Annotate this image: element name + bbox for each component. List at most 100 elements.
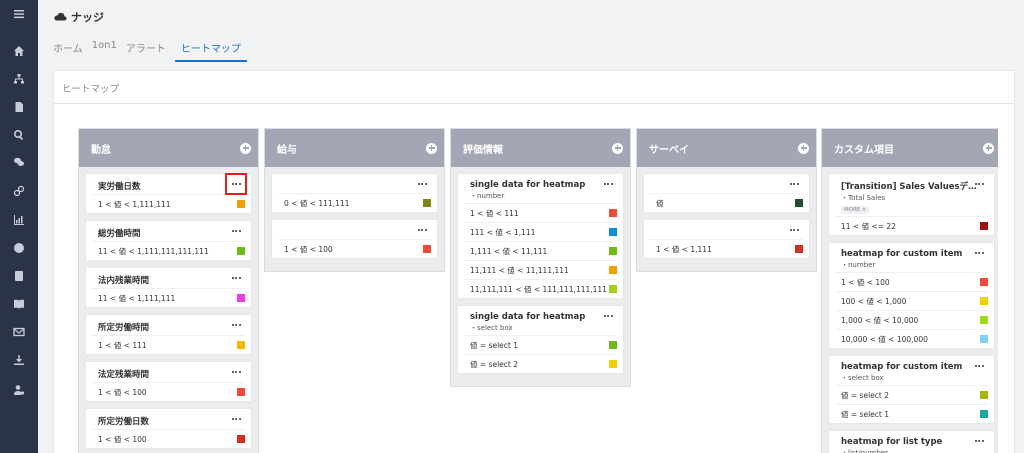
id-card-icon[interactable] xyxy=(11,268,27,284)
more-options-icon[interactable] xyxy=(229,273,243,283)
color-swatch[interactable] xyxy=(980,410,988,418)
legend-row: 1 < 値 < 1,111,111 xyxy=(92,194,245,213)
top-bar xyxy=(38,0,1024,32)
color-swatch[interactable] xyxy=(237,435,245,443)
color-swatch[interactable] xyxy=(423,199,431,207)
color-swatch[interactable] xyxy=(980,316,988,324)
color-swatch[interactable] xyxy=(795,245,803,253)
range-label: 値 = select 1 xyxy=(470,340,518,350)
color-swatch[interactable] xyxy=(237,341,245,349)
color-swatch[interactable] xyxy=(609,360,617,368)
more-options-icon[interactable] xyxy=(972,361,986,371)
color-swatch[interactable] xyxy=(609,266,617,274)
column-body: single data for heatmap ・number 1 < 値 < 11… xyxy=(451,167,630,386)
card-header: single data for heatmap ・select box xyxy=(464,306,617,335)
more-options-icon[interactable] xyxy=(229,414,243,424)
range-label: 10,000 < 値 < 100,000 xyxy=(841,334,928,344)
add-item-icon[interactable] xyxy=(612,142,623,154)
heatmap-card: 所定労働時間 1 < 値 < 111 xyxy=(85,314,252,355)
org-chart-icon[interactable] xyxy=(11,71,27,87)
tab-2[interactable]: アラート xyxy=(125,44,166,55)
document-icon[interactable] xyxy=(11,99,27,115)
legend-row: 100 < 値 < 1,000 xyxy=(835,291,988,310)
more-options-icon[interactable] xyxy=(601,311,615,321)
color-swatch[interactable] xyxy=(609,285,617,293)
more-options-icon[interactable] xyxy=(415,225,429,235)
more-options-icon[interactable] xyxy=(229,320,243,330)
add-item-icon[interactable] xyxy=(240,142,251,154)
card-title: 総労働時間 xyxy=(98,229,141,239)
card-header xyxy=(650,220,803,239)
color-swatch[interactable] xyxy=(237,388,245,396)
home-icon[interactable] xyxy=(11,43,27,59)
more-tag[interactable]: MORE ∨ xyxy=(841,206,870,214)
add-item-icon[interactable] xyxy=(983,142,994,154)
card-title: heatmap for custom item xyxy=(841,362,963,372)
color-swatch[interactable] xyxy=(423,245,431,253)
color-swatch[interactable] xyxy=(609,341,617,349)
color-swatch[interactable] xyxy=(980,297,988,305)
color-swatch[interactable] xyxy=(609,209,617,217)
more-options-icon[interactable] xyxy=(787,225,801,235)
color-swatch[interactable] xyxy=(980,278,988,286)
chat-icon[interactable] xyxy=(11,154,27,170)
more-options-icon[interactable] xyxy=(229,367,243,377)
add-item-icon[interactable] xyxy=(798,142,809,154)
search-icon[interactable] xyxy=(11,127,27,143)
download-icon[interactable] xyxy=(11,352,27,368)
panel-title: ヒートマップ xyxy=(62,84,120,95)
more-options-icon[interactable] xyxy=(972,179,986,189)
color-swatch[interactable] xyxy=(980,335,988,343)
menu-icon[interactable] xyxy=(11,6,27,22)
legend-row: 1 < 値 < 111 xyxy=(92,335,245,354)
color-swatch[interactable] xyxy=(980,391,988,399)
range-label: 1,000 < 値 < 10,000 xyxy=(841,315,919,325)
range-label: 1 < 値 < 111 xyxy=(98,340,147,350)
legend-row: 値 = select 2 xyxy=(835,385,988,404)
color-swatch[interactable] xyxy=(237,294,245,302)
range-label: 1 < 値 < 1,111 xyxy=(656,244,712,254)
card-title: heatmap for list type xyxy=(841,437,943,447)
user-settings-icon[interactable] xyxy=(11,382,27,398)
card-title: 実労働日数 xyxy=(98,182,141,192)
more-options-icon[interactable] xyxy=(601,179,615,189)
mail-icon[interactable] xyxy=(11,324,27,340)
color-swatch[interactable] xyxy=(237,247,245,255)
heatmap-card: 1 < 値 < 100 xyxy=(271,219,438,259)
color-swatch[interactable] xyxy=(980,222,988,230)
card-header xyxy=(278,174,431,193)
add-item-icon[interactable] xyxy=(426,142,437,154)
legend-row: 11 < 値 < 1,111,111,111,111 xyxy=(92,241,245,260)
more-options-icon[interactable] xyxy=(972,248,986,258)
range-label: 100 < 値 < 1,000 xyxy=(841,296,907,306)
range-label: 1 < 値 < 100 xyxy=(98,434,147,444)
tab-3[interactable]: ヒートマップ xyxy=(174,40,247,62)
link-icon[interactable] xyxy=(11,183,27,199)
chart-icon[interactable] xyxy=(11,212,27,228)
tab-1[interactable]: 1on1 xyxy=(91,40,117,51)
column-header: 給与 xyxy=(265,129,444,167)
more-options-icon[interactable] xyxy=(415,179,429,189)
heatmap-card: 0 < 値 < 111,111 xyxy=(271,173,438,213)
more-options-icon[interactable] xyxy=(225,173,247,195)
color-swatch[interactable] xyxy=(795,199,803,207)
tab-0[interactable]: ホーム xyxy=(53,44,83,55)
column-title: 給与 xyxy=(277,144,297,156)
card-title: 法内残業時間 xyxy=(98,276,150,286)
card-subtitle: ・select box xyxy=(470,324,513,332)
book-icon[interactable] xyxy=(11,296,27,312)
more-options-icon[interactable] xyxy=(229,226,243,236)
card-subtitle: ・number xyxy=(470,192,505,200)
heatmap-card: 法内残業時間 11 < 値 < 1,111,111 xyxy=(85,267,252,308)
color-swatch[interactable] xyxy=(609,228,617,236)
color-swatch[interactable] xyxy=(237,200,245,208)
color-swatch[interactable] xyxy=(609,247,617,255)
range-label: 11 < 値 <= 22 xyxy=(841,221,896,231)
heatmap-card: heatmap for custom item ・select box 値 = se… xyxy=(828,355,995,424)
card-header: 所定労働日数 xyxy=(92,409,245,429)
more-options-icon[interactable] xyxy=(972,436,986,446)
more-options-icon[interactable] xyxy=(787,179,801,189)
globe-icon[interactable] xyxy=(11,240,27,256)
heatmap-card: [Transition] Sales Valuesデータの... ・Total S… xyxy=(828,173,995,236)
tab-bar: ホーム 1on1 アラート ヒートマップ xyxy=(53,40,249,62)
